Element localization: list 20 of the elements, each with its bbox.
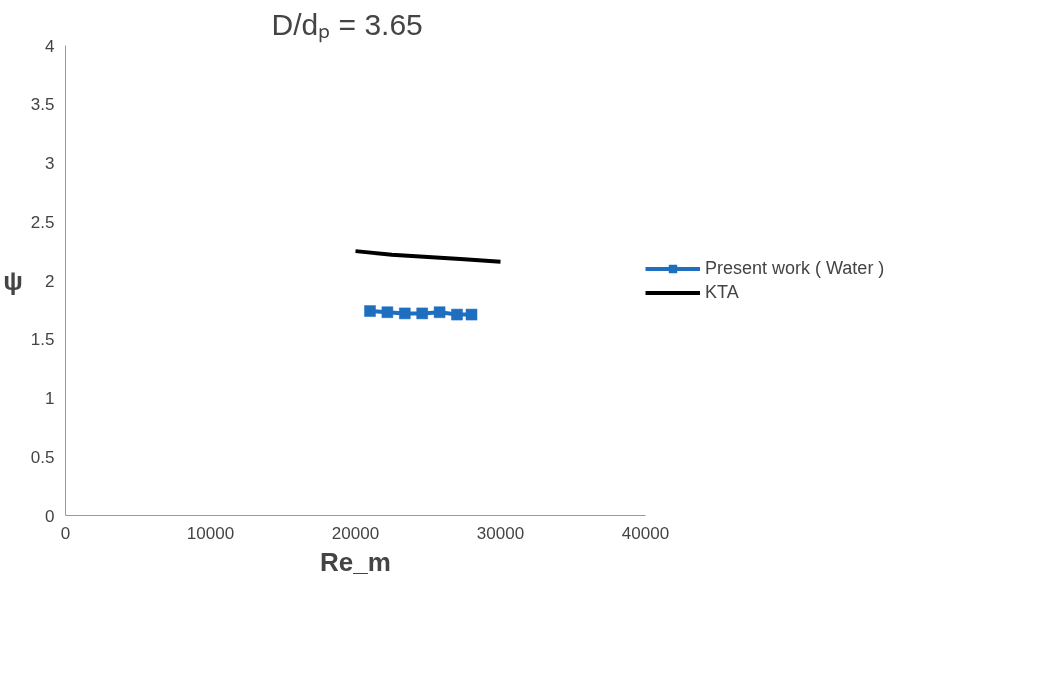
x-tick-label: 40000 bbox=[621, 523, 670, 543]
y-tick-label: 1.5 bbox=[30, 330, 55, 350]
y-tick-label: 4 bbox=[45, 36, 55, 56]
y-tick-label: 0.5 bbox=[30, 447, 55, 467]
x-tick-label: 30000 bbox=[476, 523, 525, 543]
y-tick-label: 0 bbox=[45, 506, 55, 526]
chart-title: D/dₚ = 3.65 bbox=[271, 7, 423, 43]
x-tick-label: 0 bbox=[60, 523, 71, 543]
y-tick-label: 3 bbox=[45, 154, 55, 173]
y-tick-label: 3.5 bbox=[30, 95, 55, 115]
y-tick-label: 1 bbox=[45, 389, 55, 408]
legend-label: Present work ( Water ) bbox=[705, 257, 885, 279]
y-tick-label: 2.5 bbox=[30, 212, 55, 232]
x-axis-title: Re_m bbox=[320, 546, 391, 577]
x-tick-label: 20000 bbox=[331, 523, 380, 543]
x-tick-label: 10000 bbox=[186, 523, 235, 543]
line-series bbox=[353, 249, 503, 264]
y-axis-title: ψ bbox=[3, 265, 23, 296]
y-tick-label: 2 bbox=[45, 271, 55, 291]
legend-label: KTA bbox=[705, 281, 739, 303]
